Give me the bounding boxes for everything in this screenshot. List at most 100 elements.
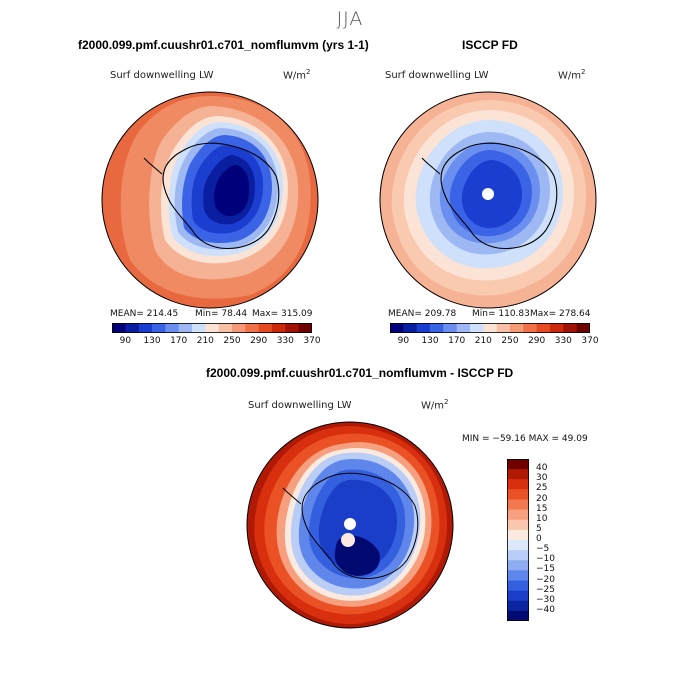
colorbar-swatch <box>507 570 529 581</box>
colorbar-tick-label: −15 <box>536 564 555 575</box>
colorbar-tick-label: −20 <box>536 574 555 585</box>
colorbar-tick-label: 15 <box>536 503 548 514</box>
colorbar-swatch <box>550 323 564 333</box>
colorbar-tick-label: 90 <box>119 336 132 346</box>
colorbar-swatch <box>496 323 511 333</box>
colorbar-tick-label: 170 <box>448 336 466 346</box>
panel-3-variable: Surf downwelling LW <box>248 400 352 411</box>
colorbar-tick-label: −25 <box>536 584 555 595</box>
panel-1-units: W/m2 <box>283 68 311 82</box>
colorbar-tick-label: 290 <box>528 336 546 346</box>
colorbar-tick-label: 170 <box>170 336 188 346</box>
colorbar-swatch <box>510 323 524 333</box>
colorbar-swatch <box>507 550 529 561</box>
colorbar-tick-label: 90 <box>397 336 410 346</box>
colorbar-swatch <box>232 323 246 333</box>
colorbar-swatch <box>523 323 538 333</box>
colorbar-swatch <box>470 323 484 333</box>
colorbar-tick-label: 290 <box>250 336 268 346</box>
colorbar-tick-label: 210 <box>196 336 214 346</box>
colorbar-swatch <box>507 499 529 511</box>
colorbar-swatch <box>563 323 578 333</box>
colorbar-swatch <box>192 323 206 333</box>
colorbar-tick-label: 250 <box>501 336 519 346</box>
colorbar-swatch <box>483 323 498 333</box>
page-title: JJA <box>336 8 364 30</box>
panel-1-title: f2000.099.pmf.cuushr01.c701_nomflumvm (y… <box>78 38 369 52</box>
colorbar-tick-label: −10 <box>536 554 555 565</box>
map-model <box>101 91 319 309</box>
colorbar-tick-label: 40 <box>536 463 548 474</box>
colorbar-tick-label: 370 <box>303 336 321 346</box>
panel-3-minmax: MIN = −59.16 MAX = 49.09 <box>462 434 588 444</box>
map-difference <box>246 421 454 629</box>
colorbar-tick-label: 25 <box>536 483 548 494</box>
colorbar-swatch <box>536 323 551 333</box>
colorbar-swatch <box>152 323 166 333</box>
colorbar-isccp <box>390 323 590 333</box>
colorbar-swatch <box>507 580 529 592</box>
colorbar-swatch <box>285 323 300 333</box>
colorbar-swatch <box>507 489 529 500</box>
colorbar-swatch <box>112 323 126 333</box>
panel-3-units: W/m2 <box>421 398 449 412</box>
colorbar-swatch <box>507 459 529 470</box>
colorbar-tick-label: 30 <box>536 473 548 484</box>
colorbar-swatch <box>138 323 153 333</box>
colorbar-swatch <box>507 529 529 541</box>
colorbar-model <box>112 323 312 333</box>
colorbar-swatch <box>298 323 312 333</box>
colorbar-swatch <box>507 610 529 621</box>
colorbar-swatch <box>165 323 180 333</box>
colorbar-swatch <box>443 323 458 333</box>
colorbar-difference <box>507 459 529 621</box>
panel-1-mean: MEAN= 214.45 <box>110 309 179 319</box>
colorbar-model-ticks: 90 130 170 210 250 290 330 370 <box>97 336 327 348</box>
colorbar-swatch <box>178 323 193 333</box>
colorbar-swatch <box>430 323 444 333</box>
colorbar-swatch <box>416 323 431 333</box>
colorbar-swatch <box>125 323 140 333</box>
panel-1-min: Min= 78.44 <box>195 309 248 319</box>
colorbar-swatch <box>507 509 529 521</box>
colorbar-swatch <box>507 469 529 480</box>
panel-2-min: Min= 110.83 <box>472 309 530 319</box>
panel-1-variable: Surf downwelling LW <box>110 70 214 81</box>
colorbar-tick-label: 250 <box>223 336 241 346</box>
panel-2-units: W/m2 <box>558 68 586 82</box>
colorbar-swatch <box>507 590 529 602</box>
colorbar-tick-label: 370 <box>581 336 599 346</box>
colorbar-swatch <box>403 323 418 333</box>
panel-1-max: Max= 315.09 <box>252 309 313 319</box>
colorbar-tick-label: −30 <box>536 594 555 605</box>
colorbar-swatch <box>456 323 471 333</box>
panel-2-variable: Surf downwelling LW <box>385 70 489 81</box>
colorbar-tick-label: 5 <box>536 523 542 534</box>
colorbar-tick-label: 130 <box>143 336 161 346</box>
colorbar-swatch <box>507 540 529 551</box>
colorbar-swatch <box>507 600 529 612</box>
colorbar-swatch <box>390 323 404 333</box>
colorbar-difference-ticks: 40 30 25 20 15 10 5 0 −5 −10 −15 −20 −25 −30 −40 <box>536 462 576 622</box>
colorbar-swatch <box>258 323 273 333</box>
panel-3-title: f2000.099.pmf.cuushr01.c701_nomflumvm - … <box>206 366 514 380</box>
colorbar-tick-label: 210 <box>474 336 492 346</box>
colorbar-swatch <box>507 479 529 490</box>
colorbar-isccp-ticks: 90 130 170 210 250 290 330 370 <box>375 336 605 348</box>
colorbar-swatch <box>507 560 529 571</box>
map-isccp <box>379 91 597 309</box>
colorbar-tick-label: 330 <box>276 336 294 346</box>
panel-2-mean: MEAN= 209.78 <box>388 309 457 319</box>
colorbar-swatch <box>218 323 233 333</box>
colorbar-swatch <box>205 323 220 333</box>
colorbar-tick-label: 130 <box>421 336 439 346</box>
panel-2-title: ISCCP FD <box>462 38 518 52</box>
colorbar-swatch <box>576 323 590 333</box>
colorbar-tick-label: 10 <box>536 513 548 524</box>
colorbar-tick-label: −40 <box>536 604 555 615</box>
colorbar-tick-label: 0 <box>536 534 542 544</box>
colorbar-swatch <box>507 519 529 531</box>
panel-2-max: Max= 278.64 <box>530 309 591 319</box>
colorbar-tick-label: 330 <box>554 336 572 346</box>
colorbar-swatch <box>272 323 286 333</box>
